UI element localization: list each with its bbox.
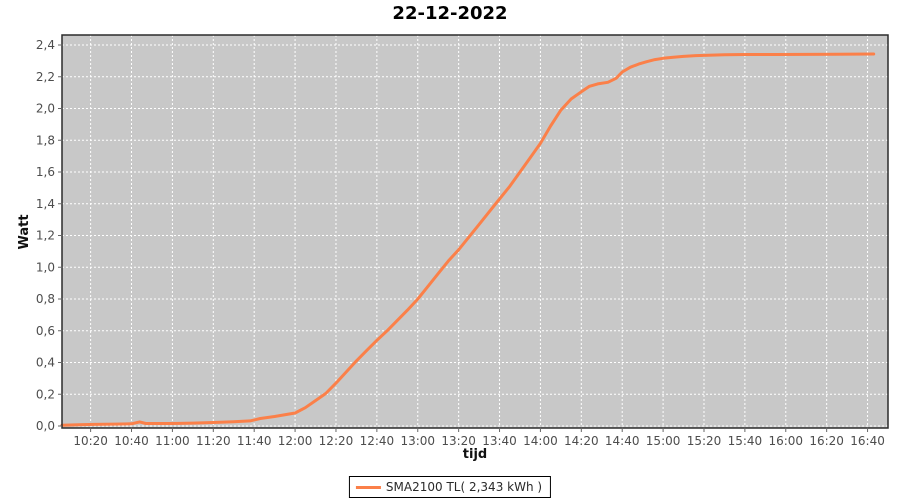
y-tick-label: 0,6 [36, 324, 55, 338]
legend-series-label: SMA2100 TL( 2,343 kWh ) [385, 480, 543, 494]
x-tick-label: 12:40 [360, 434, 395, 448]
y-tick-label: 0,8 [36, 292, 55, 306]
legend: SMA2100 TL( 2,343 kWh ) [348, 476, 552, 498]
y-tick-label: 0,2 [36, 387, 55, 401]
x-tick-label: 14:40 [605, 434, 640, 448]
x-tick-label: 13:00 [400, 434, 435, 448]
x-tick-label: 11:00 [155, 434, 190, 448]
x-tick-label: 11:20 [196, 434, 231, 448]
x-tick-label: 15:20 [687, 434, 722, 448]
x-tick-label: 15:00 [646, 434, 681, 448]
x-tick-label: 16:00 [768, 434, 803, 448]
y-tick-label: 1,6 [36, 165, 55, 179]
x-tick-label: 15:40 [728, 434, 763, 448]
y-tick-label: 0,4 [36, 356, 55, 370]
x-tick-label: 14:20 [564, 434, 599, 448]
x-tick-label: 16:20 [809, 434, 844, 448]
x-tick-label: 10:40 [114, 434, 149, 448]
y-tick-label: 1,4 [36, 197, 55, 211]
series-line-swatch [355, 485, 381, 489]
x-tick-label: 11:40 [237, 434, 272, 448]
chart-title: 22-12-2022 [392, 3, 508, 24]
y-tick-label: 2,2 [36, 70, 55, 84]
x-tick-label: 16:40 [850, 434, 885, 448]
y-tick-label: 2,0 [36, 102, 55, 116]
y-tick-label: 1,8 [36, 133, 55, 147]
x-tick-label: 10:20 [73, 434, 108, 448]
series-line [60, 52, 876, 427]
x-tick-label: 14:00 [523, 434, 558, 448]
x-tick-label: 13:20 [441, 434, 476, 448]
x-axis-label: tijd [462, 447, 488, 462]
x-tick-label: 13:40 [482, 434, 517, 448]
x-tick-label: 12:20 [319, 434, 354, 448]
plot-border [61, 34, 889, 429]
y-tick-label: 0,0 [36, 419, 55, 433]
y-tick-label: 1,0 [36, 260, 55, 274]
y-axis-label: Watt [16, 214, 32, 250]
x-tick-label: 12:00 [278, 434, 313, 448]
y-tick-label: 1,2 [36, 229, 55, 243]
y-tick-label: 2,4 [36, 38, 55, 52]
